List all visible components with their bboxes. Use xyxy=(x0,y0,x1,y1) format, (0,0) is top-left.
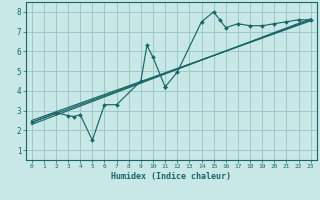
X-axis label: Humidex (Indice chaleur): Humidex (Indice chaleur) xyxy=(111,172,231,181)
